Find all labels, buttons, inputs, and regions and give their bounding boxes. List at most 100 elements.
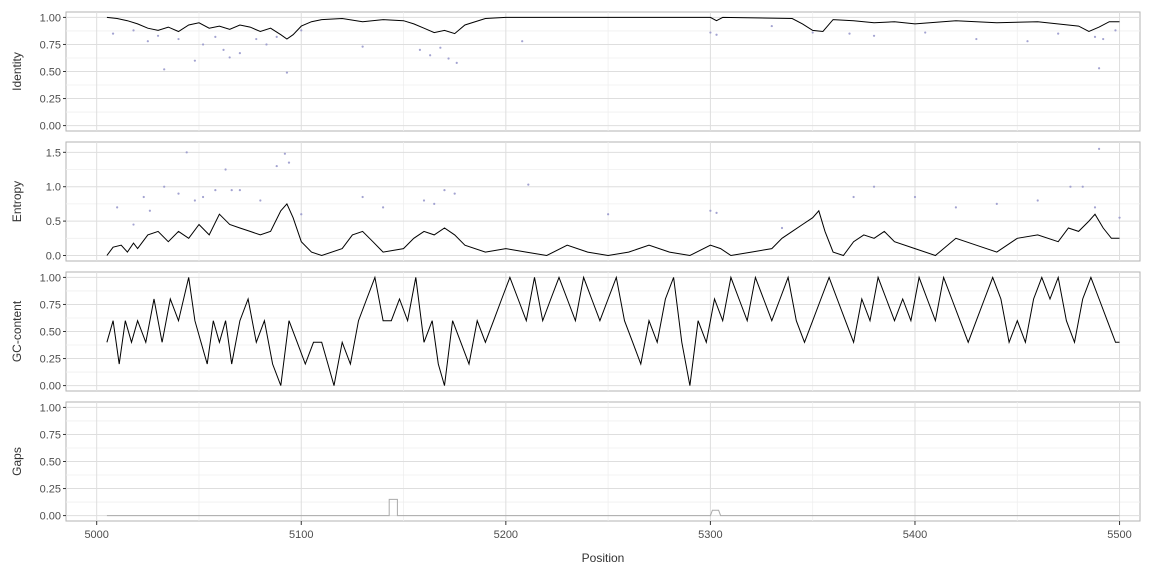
y-tick-label: 0.75 xyxy=(40,299,61,311)
panel-identity: 0.00 0.25 0.50 0.75 1.00 Identity xyxy=(10,11,1141,133)
y-tick-label: 0.75 xyxy=(40,429,61,441)
y-tick-label: 0.25 xyxy=(40,484,61,496)
y-tick-label: 0.00 xyxy=(40,511,61,523)
x-tick-label: 5300 xyxy=(698,529,722,541)
data-point xyxy=(228,56,231,59)
data-point xyxy=(230,189,233,192)
panel-gc-content: 0.00 0.25 0.50 0.75 1.00 GC-content xyxy=(10,271,1141,393)
data-point xyxy=(300,213,303,216)
y-tick-label: 0.50 xyxy=(40,327,61,339)
series-line xyxy=(106,16,1120,40)
data-point xyxy=(447,57,450,60)
y-tick-label: 0.00 xyxy=(40,381,61,393)
data-point xyxy=(433,202,436,206)
data-point xyxy=(913,195,917,199)
data-point xyxy=(111,32,115,35)
data-point xyxy=(287,161,291,164)
data-point xyxy=(1093,206,1097,209)
data-point xyxy=(1057,32,1060,35)
y-tick-label: 0.25 xyxy=(40,94,61,106)
data-point xyxy=(1081,185,1084,188)
data-point xyxy=(255,37,258,41)
data-point xyxy=(715,33,718,36)
data-point xyxy=(455,61,458,64)
data-point xyxy=(132,223,135,226)
data-point xyxy=(214,189,217,192)
data-point xyxy=(780,226,784,230)
x-tick-label: 5500 xyxy=(1107,529,1131,541)
panels: 0.00 0.25 0.50 0.75 1.00 Identity 0.0 0.5 1.0 1.5… xyxy=(10,11,1141,523)
data-point xyxy=(285,71,289,74)
x-axis-title: Position xyxy=(582,551,625,565)
data-point xyxy=(1118,216,1121,219)
data-point xyxy=(872,185,876,188)
data-point xyxy=(521,40,524,43)
data-point xyxy=(924,31,927,34)
data-point xyxy=(709,31,712,34)
y-tick-label: 0.50 xyxy=(40,457,61,469)
series-line xyxy=(106,275,1120,386)
data-point xyxy=(283,152,286,155)
data-layer xyxy=(106,275,1120,386)
data-point xyxy=(238,189,241,192)
data-point xyxy=(214,35,217,38)
data-point xyxy=(1097,67,1101,70)
data-point xyxy=(1069,185,1072,188)
data-point xyxy=(142,195,145,199)
data-point xyxy=(954,206,957,209)
data-point xyxy=(1102,37,1105,41)
data-point xyxy=(453,192,456,195)
y-axis-title: GC-content xyxy=(10,300,24,362)
data-point xyxy=(995,202,998,206)
y-tick-label: 1.5 xyxy=(46,147,61,159)
panel-entropy: 0.0 0.5 1.0 1.5 Entropy xyxy=(10,141,1141,262)
x-axis: 5000 5100 5200 5300 5400 5500 xyxy=(84,521,1132,541)
y-tick-label: 0.25 xyxy=(40,354,61,366)
y-axis-title: Gaps xyxy=(10,447,24,476)
data-point xyxy=(872,34,876,37)
data-point xyxy=(770,24,773,28)
x-tick-label: 5000 xyxy=(84,529,108,541)
data-point xyxy=(811,31,814,34)
data-point xyxy=(1097,147,1101,150)
y-tick-label: 0.00 xyxy=(40,121,61,133)
y-tick-label: 1.00 xyxy=(40,12,61,24)
y-tick-label: 1.00 xyxy=(40,272,61,284)
data-point xyxy=(156,34,160,37)
data-layer xyxy=(106,498,1120,517)
data-point xyxy=(259,199,262,202)
data-point xyxy=(163,68,166,71)
data-point xyxy=(418,48,422,51)
data-point xyxy=(1114,29,1117,32)
data-point xyxy=(361,45,364,48)
panel-background xyxy=(65,141,1141,262)
data-point xyxy=(300,29,303,32)
data-point xyxy=(185,151,188,154)
data-point xyxy=(193,59,196,62)
data-point xyxy=(715,211,718,214)
data-point xyxy=(607,213,610,216)
panel-gaps: 0.00 0.25 0.50 0.75 1.00 Gaps xyxy=(10,401,1141,523)
data-point xyxy=(132,29,135,32)
data-point xyxy=(148,209,151,212)
data-point xyxy=(177,37,180,41)
y-axis-title: Identity xyxy=(10,52,24,91)
y-tick-label: 1.0 xyxy=(46,182,61,194)
data-point xyxy=(361,195,364,199)
data-point xyxy=(193,199,196,202)
data-point xyxy=(975,37,978,41)
data-point xyxy=(146,40,149,43)
data-point xyxy=(422,199,426,202)
data-point xyxy=(238,52,241,55)
data-point xyxy=(275,164,278,168)
data-point xyxy=(116,206,119,209)
data-point xyxy=(527,183,530,186)
y-axis-title: Entropy xyxy=(10,181,24,222)
data-point xyxy=(709,209,712,212)
series-line xyxy=(106,202,1120,257)
data-point xyxy=(439,46,442,49)
data-point xyxy=(222,48,225,51)
data-point xyxy=(429,54,432,57)
data-point xyxy=(1036,199,1039,202)
